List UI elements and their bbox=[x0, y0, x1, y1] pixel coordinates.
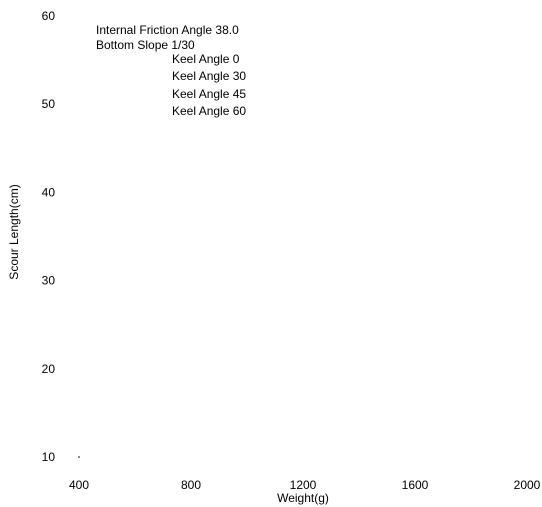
x-tick-label-1600: 1600 bbox=[402, 478, 429, 492]
y-tick-label-50: 50 bbox=[42, 97, 56, 111]
legend-entry-keel-angle-30: Keel Angle 30 bbox=[172, 69, 246, 83]
data-point-series-0-0 bbox=[78, 456, 80, 458]
legend-entry-keel-angle-45: Keel Angle 45 bbox=[172, 87, 246, 101]
legend-entry-keel-angle-0: Keel Angle 0 bbox=[172, 52, 240, 66]
x-tick-label-800: 800 bbox=[181, 478, 201, 492]
x-axis-label: Weight(g) bbox=[277, 491, 329, 505]
x-tick-label-1200: 1200 bbox=[290, 478, 317, 492]
y-tick-label-30: 30 bbox=[42, 274, 56, 288]
y-axis-tick-labels: 10 20 30 40 50 60 bbox=[42, 9, 56, 464]
y-axis-label: Scour Length(cm) bbox=[7, 184, 21, 279]
data-points bbox=[78, 456, 80, 458]
y-tick-label-10: 10 bbox=[42, 450, 56, 464]
friction-angle-annotation: Internal Friction Angle 38.0 bbox=[96, 23, 239, 37]
legend: Keel Angle 0 Keel Angle 30 Keel Angle 45… bbox=[172, 52, 246, 118]
x-tick-label-400: 400 bbox=[69, 478, 89, 492]
y-tick-label-40: 40 bbox=[42, 185, 56, 199]
y-tick-label-60: 60 bbox=[42, 9, 56, 23]
y-tick-label-20: 20 bbox=[42, 362, 56, 376]
bottom-slope-annotation: Bottom Slope 1/30 bbox=[96, 38, 195, 52]
chart-annotations: Internal Friction Angle 38.0 Bottom Slop… bbox=[96, 23, 239, 52]
x-axis-tick-labels: 400 800 1200 1600 2000 bbox=[69, 478, 541, 492]
x-tick-label-2000: 2000 bbox=[514, 478, 541, 492]
legend-entry-keel-angle-60: Keel Angle 60 bbox=[172, 104, 246, 118]
